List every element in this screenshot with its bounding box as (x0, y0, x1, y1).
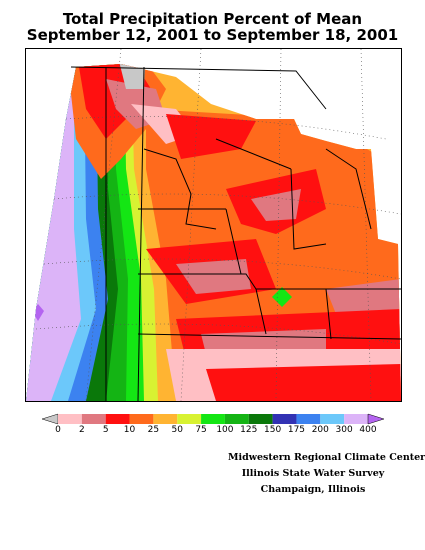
map-date-range: September 12, 2001 to September 18, 2001 (26, 26, 399, 44)
color-legend (38, 412, 388, 426)
legend-label: 10 (123, 425, 136, 435)
credit-survey: Illinois State Water Survey (241, 468, 385, 479)
map-title: Total Precipitation Percent of Mean (62, 10, 363, 28)
legend-label: 300 (335, 425, 353, 435)
legend-swatch (248, 414, 273, 424)
precipitation-map-canvas (26, 49, 401, 401)
legend-swatch (81, 414, 106, 424)
legend-label: 200 (311, 425, 329, 435)
legend-swatch (58, 414, 82, 424)
legend-label: 75 (195, 425, 207, 435)
credit-location: Champaign, Illinois (260, 484, 366, 495)
legend-swatch (224, 414, 249, 424)
legend-swatch (296, 414, 321, 424)
legend-label: 50 (171, 425, 183, 435)
legend-color-bar (41, 413, 385, 425)
legend-swatch (272, 414, 297, 424)
legend-label: 25 (147, 425, 160, 435)
legend-swatch (105, 414, 130, 424)
legend-swatch (153, 414, 178, 424)
legend-arrow-high (367, 413, 385, 425)
legend-swatch (177, 414, 202, 424)
legend-label: 150 (264, 425, 282, 435)
legend-label: 5 (102, 425, 109, 435)
legend-label: 2 (78, 425, 85, 435)
credit-center: Midwestern Regional Climate Center (228, 452, 425, 463)
legend-swatch (344, 414, 368, 424)
legend-label: 0 (55, 425, 61, 435)
legend-arrow-low (41, 413, 59, 425)
legend-label: 175 (287, 425, 306, 435)
legend-swatch (129, 414, 154, 424)
legend-label: 125 (240, 425, 258, 435)
legend-swatch (320, 414, 345, 424)
legend-label: 100 (216, 425, 234, 435)
legend-label: 400 (359, 425, 377, 435)
legend-swatch (201, 414, 225, 424)
precipitation-map (25, 48, 402, 402)
